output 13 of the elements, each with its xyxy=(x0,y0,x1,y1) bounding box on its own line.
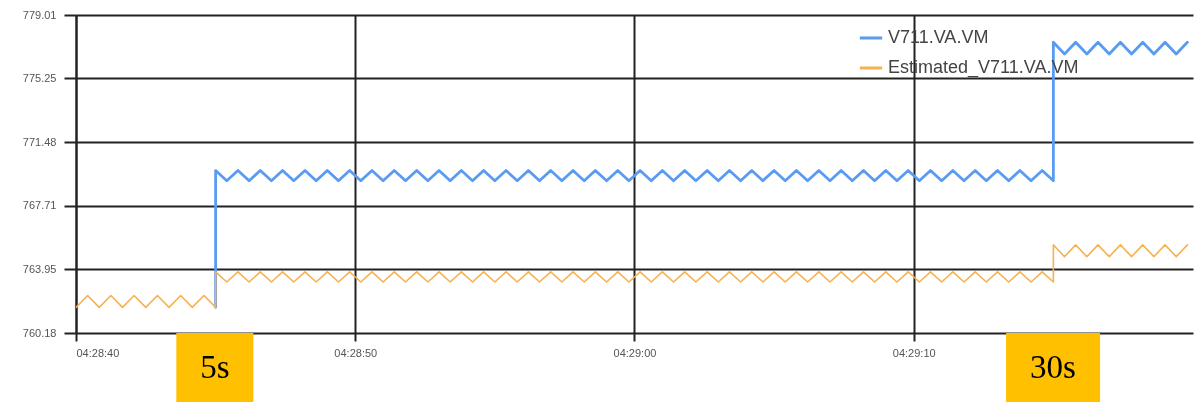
x-tick-label: 04:28:40 xyxy=(76,346,120,359)
y-tick-label: 763.95 xyxy=(22,262,57,275)
text: 5s xyxy=(176,333,254,402)
x-tick-label: 04:29:10 xyxy=(892,346,936,359)
line-series xyxy=(76,244,1189,309)
y-tick-label: 760.18 xyxy=(22,326,57,339)
y-tick-label: 779.01 xyxy=(22,8,57,21)
y-tick-label: 767.71 xyxy=(22,199,57,212)
x-tick-label: 04:28:50 xyxy=(334,346,378,359)
text: 30s xyxy=(1006,333,1100,402)
y-tick-label: 771.48 xyxy=(22,135,57,148)
x-tick-label: 04:29:00 xyxy=(613,346,657,359)
y-tick-label: 775.25 xyxy=(22,72,57,84)
